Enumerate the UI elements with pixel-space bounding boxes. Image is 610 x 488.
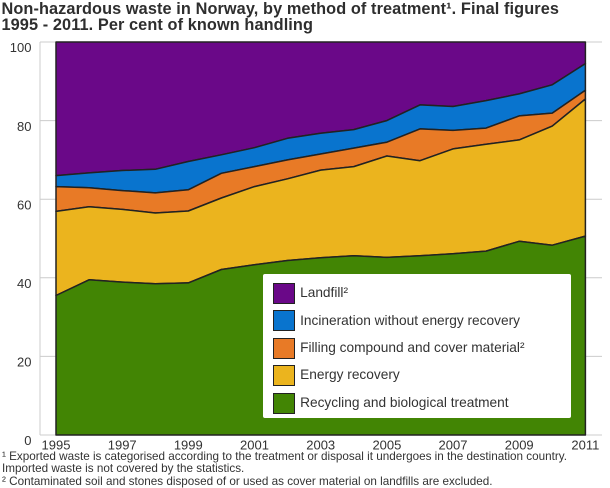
svg-text:2001: 2001 xyxy=(240,437,269,452)
svg-text:2005: 2005 xyxy=(372,437,401,452)
svg-text:40: 40 xyxy=(17,276,31,291)
svg-text:2009: 2009 xyxy=(505,437,534,452)
svg-text:60: 60 xyxy=(17,197,31,212)
svg-text:1999: 1999 xyxy=(174,437,203,452)
svg-text:2007: 2007 xyxy=(439,437,468,452)
svg-text:20: 20 xyxy=(17,355,31,370)
svg-text:80: 80 xyxy=(17,119,31,134)
svg-text:2011: 2011 xyxy=(571,437,599,452)
svg-text:2003: 2003 xyxy=(306,437,335,452)
svg-text:100: 100 xyxy=(10,40,32,55)
svg-text:1997: 1997 xyxy=(108,437,137,452)
svg-text:0: 0 xyxy=(24,433,31,448)
svg-text:1995: 1995 xyxy=(42,437,71,452)
